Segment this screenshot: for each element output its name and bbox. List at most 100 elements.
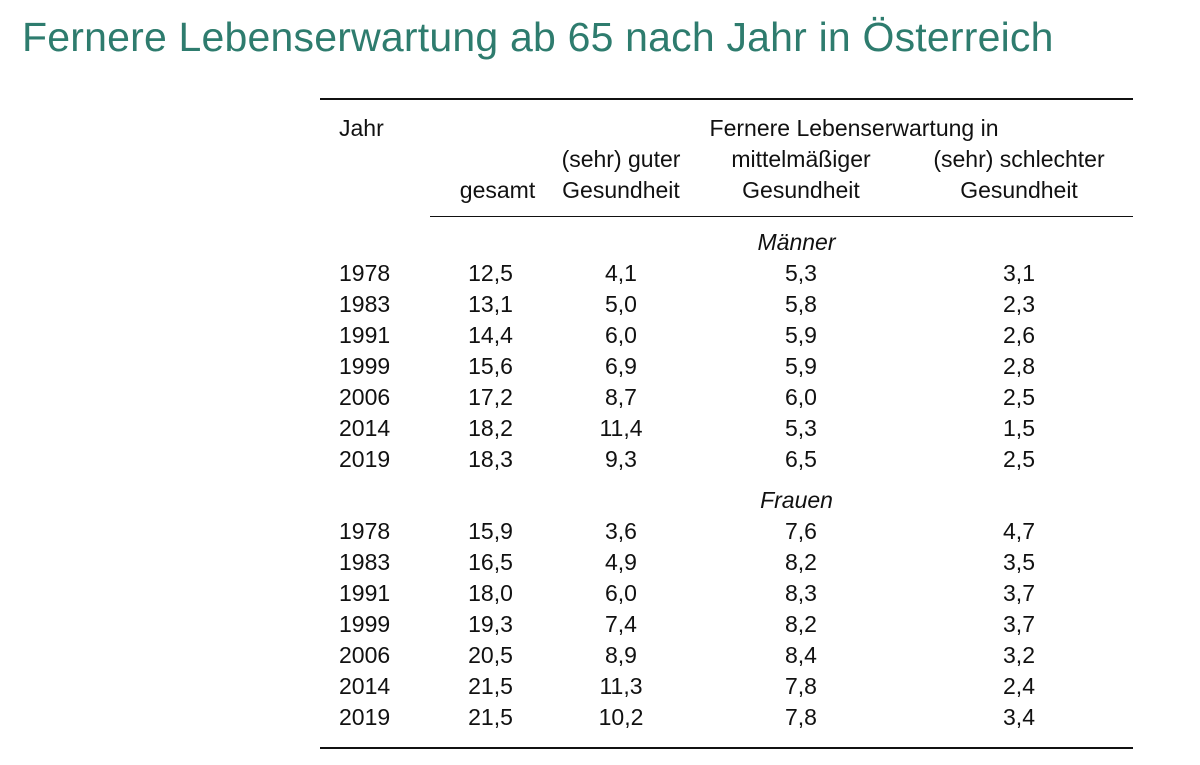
table-row: 2006 20,5 8,9 8,4 3,2 bbox=[320, 640, 1133, 671]
cell-jahr: 1978 bbox=[339, 260, 391, 286]
cell-gesamt: 18,0 bbox=[468, 580, 513, 606]
cell-mittel: 7,8 bbox=[785, 673, 817, 699]
cell-mittel: 5,3 bbox=[785, 415, 817, 441]
cell-mittel: 7,6 bbox=[785, 518, 817, 544]
cell-gesamt: 14,4 bbox=[468, 322, 513, 348]
cell-gut: 11,4 bbox=[599, 415, 643, 441]
header-jahr: Jahr bbox=[339, 115, 384, 141]
cell-schlecht: 2,6 bbox=[1003, 322, 1035, 348]
header-mittel-line2: Gesundheit bbox=[697, 175, 905, 217]
cell-jahr: 2014 bbox=[339, 673, 391, 699]
cell-gut: 10,2 bbox=[598, 704, 644, 730]
group-frauen: Frauen 1978 15,9 3,6 7,6 4,7 1983 16,5 4,9 8,2 3,5… bbox=[320, 475, 1133, 747]
cell-schlecht: 4,7 bbox=[1003, 518, 1035, 544]
cell-mittel: 8,2 bbox=[785, 611, 817, 637]
cell-schlecht: 3,5 bbox=[1003, 549, 1035, 575]
group-label: Männer bbox=[757, 229, 836, 255]
cell-gut: 9,3 bbox=[605, 446, 637, 472]
cell-jahr: 1983 bbox=[339, 291, 391, 317]
cell-gesamt: 17,2 bbox=[468, 384, 513, 410]
cell-schlecht: 3,2 bbox=[1003, 642, 1035, 668]
cell-schlecht: 3,7 bbox=[1003, 611, 1035, 637]
cell-schlecht: 3,4 bbox=[1003, 704, 1035, 730]
header-mittel-line1: mittelmäßiger bbox=[731, 146, 871, 172]
header-schlecht-line1: (sehr) schlechter bbox=[933, 146, 1105, 172]
table-row: 2019 18,3 9,3 6,5 2,5 bbox=[320, 444, 1133, 475]
header-span-label: Fernere Lebenserwartung in bbox=[709, 115, 999, 141]
cell-mittel: 8,2 bbox=[785, 549, 817, 575]
cell-schlecht: 2,8 bbox=[1003, 353, 1035, 379]
cell-schlecht: 2,5 bbox=[1003, 384, 1035, 410]
cell-gut: 6,0 bbox=[605, 322, 637, 348]
cell-gut: 4,9 bbox=[605, 549, 637, 575]
cell-gesamt: 18,3 bbox=[468, 446, 513, 472]
cell-gut: 8,9 bbox=[605, 642, 637, 668]
cell-gesamt: 12,5 bbox=[468, 260, 513, 286]
header-schlecht-line2: Gesundheit bbox=[905, 175, 1134, 217]
cell-gesamt: 15,6 bbox=[468, 353, 513, 379]
cell-schlecht: 3,7 bbox=[1003, 580, 1035, 606]
cell-jahr: 2006 bbox=[339, 384, 391, 410]
group-maenner: Männer 1978 12,5 4,1 5,3 3,1 1983 13,1 5,0 5,8 2,3… bbox=[320, 217, 1133, 476]
cell-mittel: 8,4 bbox=[785, 642, 817, 668]
table-row: 1999 15,6 6,9 5,9 2,8 bbox=[320, 351, 1133, 382]
cell-gesamt: 16,5 bbox=[468, 549, 513, 575]
table-row: 1983 16,5 4,9 8,2 3,5 bbox=[320, 547, 1133, 578]
cell-jahr: 1983 bbox=[339, 549, 391, 575]
cell-mittel: 8,3 bbox=[785, 580, 817, 606]
cell-jahr: 1999 bbox=[339, 353, 391, 379]
header-gesamt: gesamt bbox=[430, 175, 545, 217]
cell-gut: 7,4 bbox=[605, 611, 637, 637]
table-row: 2014 21,5 11,3 7,8 2,4 bbox=[320, 671, 1133, 702]
cell-gesamt: 19,3 bbox=[468, 611, 513, 637]
cell-mittel: 6,5 bbox=[785, 446, 817, 472]
cell-jahr: 2019 bbox=[339, 704, 391, 730]
cell-mittel: 5,9 bbox=[785, 322, 817, 348]
cell-gut: 8,7 bbox=[605, 384, 637, 410]
cell-mittel: 5,3 bbox=[785, 260, 817, 286]
table-row: 1978 12,5 4,1 5,3 3,1 bbox=[320, 258, 1133, 289]
cell-gesamt: 21,5 bbox=[468, 673, 513, 699]
cell-gut: 3,6 bbox=[605, 518, 637, 544]
table-row: 2014 18,2 11,4 5,3 1,5 bbox=[320, 413, 1133, 444]
table-header: Jahr Fernere Lebenserwartung in (sehr) g… bbox=[320, 100, 1134, 217]
cell-mittel: 7,8 bbox=[785, 704, 817, 730]
page-title: Fernere Lebenserwartung ab 65 nach Jahr … bbox=[22, 14, 1054, 60]
cell-schlecht: 3,1 bbox=[1003, 260, 1035, 286]
cell-jahr: 2006 bbox=[339, 642, 391, 668]
cell-jahr: 1991 bbox=[339, 322, 391, 348]
cell-gut: 6,0 bbox=[605, 580, 637, 606]
cell-gesamt: 21,5 bbox=[468, 704, 513, 730]
data-table: Jahr Fernere Lebenserwartung in (sehr) g… bbox=[320, 100, 1134, 747]
cell-gesamt: 18,2 bbox=[468, 415, 513, 441]
group-label-row: Männer bbox=[320, 217, 1133, 259]
cell-mittel: 5,8 bbox=[785, 291, 817, 317]
cell-gesamt: 20,5 bbox=[468, 642, 513, 668]
table-row: 1983 13,1 5,0 5,8 2,3 bbox=[320, 289, 1133, 320]
group-label-row: Frauen bbox=[320, 475, 1133, 516]
group-label: Frauen bbox=[760, 487, 833, 513]
table-row: 1991 18,0 6,0 8,3 3,7 bbox=[320, 578, 1133, 609]
cell-gesamt: 15,9 bbox=[468, 518, 513, 544]
cell-gut: 4,1 bbox=[605, 260, 637, 286]
table-row: 2019 21,5 10,2 7,8 3,4 bbox=[320, 702, 1133, 747]
cell-jahr: 1991 bbox=[339, 580, 391, 606]
cell-jahr: 2014 bbox=[339, 415, 391, 441]
cell-schlecht: 2,3 bbox=[1003, 291, 1035, 317]
table-row: 1978 15,9 3,6 7,6 4,7 bbox=[320, 516, 1133, 547]
cell-gut: 11,3 bbox=[599, 673, 643, 699]
cell-schlecht: 2,4 bbox=[1003, 673, 1035, 699]
table-row: 2006 17,2 8,7 6,0 2,5 bbox=[320, 382, 1133, 413]
cell-mittel: 6,0 bbox=[785, 384, 817, 410]
cell-gut: 5,0 bbox=[605, 291, 637, 317]
header-gut-line1: (sehr) guter bbox=[561, 146, 681, 172]
cell-jahr: 1978 bbox=[339, 518, 391, 544]
cell-jahr: 1999 bbox=[339, 611, 391, 637]
table-row: 1991 14,4 6,0 5,9 2,6 bbox=[320, 320, 1133, 351]
cell-mittel: 5,9 bbox=[785, 353, 817, 379]
cell-schlecht: 2,5 bbox=[1003, 446, 1035, 472]
cell-gut: 6,9 bbox=[605, 353, 637, 379]
cell-jahr: 2019 bbox=[339, 446, 391, 472]
cell-gesamt: 13,1 bbox=[468, 291, 513, 317]
header-gut-line2: Gesundheit bbox=[545, 175, 697, 217]
